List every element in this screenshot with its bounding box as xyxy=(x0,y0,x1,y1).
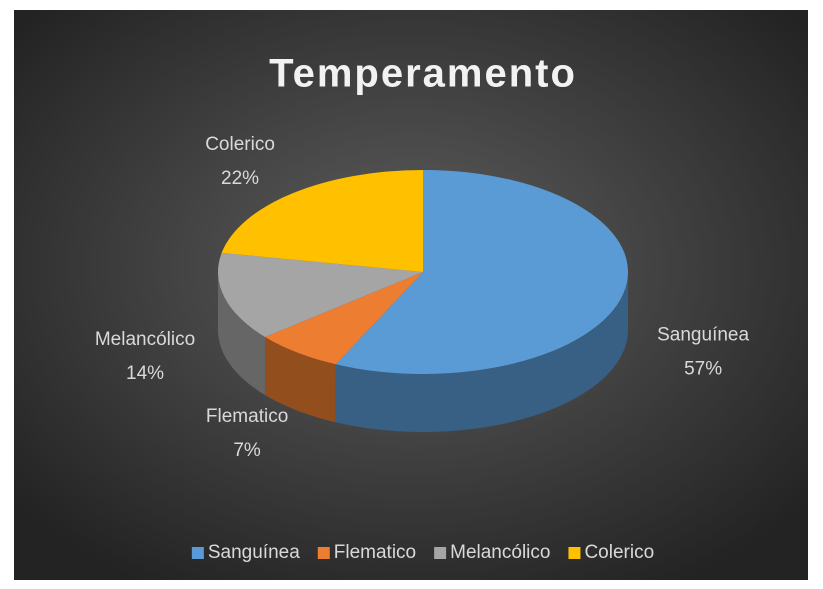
data-label-category: Flematico xyxy=(206,406,288,427)
slice xyxy=(221,170,423,272)
data-label-value: 22% xyxy=(221,168,259,189)
slice-side xyxy=(265,337,336,423)
slice xyxy=(265,272,423,423)
legend-swatch xyxy=(317,547,330,559)
chart-title: Temperamento xyxy=(269,52,577,96)
slice-top xyxy=(218,252,423,338)
data-label-category: Sanguínea xyxy=(657,324,749,345)
slice-top xyxy=(221,170,423,272)
data-label-value: 7% xyxy=(233,440,261,461)
data-label-category: Colerico xyxy=(205,134,275,155)
data-label-category: Melancólico xyxy=(95,329,195,350)
legend-label: Sanguínea xyxy=(208,542,300,563)
slice-top xyxy=(335,170,628,374)
slice xyxy=(335,170,628,432)
data-label-value: 14% xyxy=(126,363,164,384)
data-label-value: 57% xyxy=(684,358,722,379)
slice xyxy=(218,252,423,396)
legend-swatch xyxy=(568,547,581,559)
legend-label: Flematico xyxy=(334,542,416,563)
legend-label: Melancólico xyxy=(450,542,550,563)
legend-swatch xyxy=(191,547,204,559)
slice-top xyxy=(265,272,423,365)
slice-side xyxy=(218,272,266,396)
slice-side xyxy=(335,272,628,432)
legend-swatch xyxy=(434,547,447,559)
legend-label: Colerico xyxy=(584,542,654,563)
